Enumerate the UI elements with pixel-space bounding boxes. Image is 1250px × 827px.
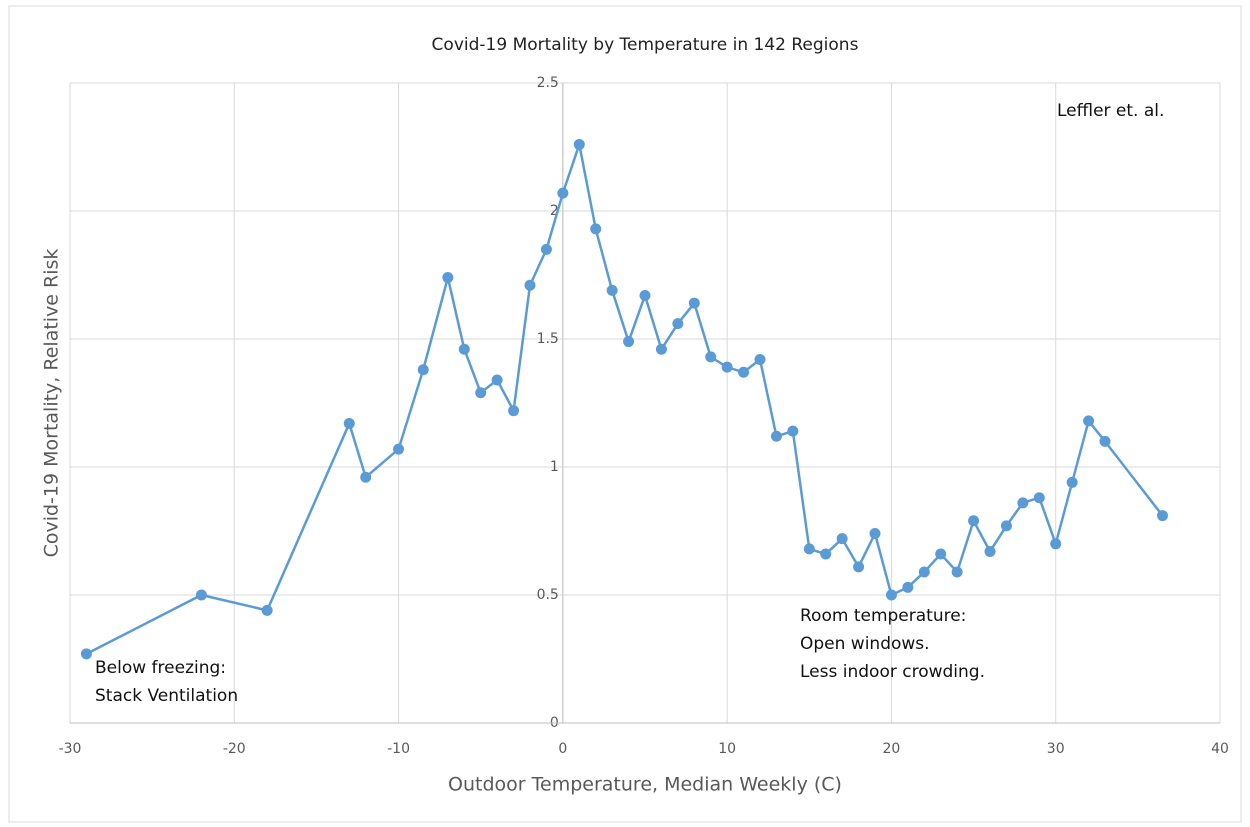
point	[688, 297, 700, 309]
point	[1050, 538, 1062, 550]
point	[508, 405, 520, 417]
point	[261, 604, 273, 616]
annotation: Below freezing:	[95, 658, 226, 678]
point	[623, 336, 635, 348]
point	[475, 387, 487, 399]
annotation: Less indoor crowding.	[800, 662, 985, 682]
point	[540, 243, 552, 255]
point	[869, 528, 881, 540]
x-tick-label: -10	[387, 741, 410, 757]
y-tick-label: 1.5	[537, 331, 559, 347]
point	[1099, 435, 1111, 447]
point	[902, 581, 914, 593]
point	[672, 318, 684, 330]
annotation: Stack Ventilation	[95, 686, 238, 706]
x-tick-label: 0	[558, 741, 567, 757]
point	[458, 343, 470, 355]
point	[80, 648, 92, 660]
x-tick-label: -30	[59, 741, 82, 757]
point	[738, 366, 750, 378]
point	[590, 223, 602, 235]
point	[885, 589, 897, 601]
x-tick-label: 40	[1211, 741, 1229, 757]
y-tick-label: 2.5	[537, 75, 559, 91]
point	[787, 425, 799, 437]
point	[417, 364, 429, 376]
point	[360, 471, 372, 483]
point	[754, 353, 766, 365]
point	[820, 548, 832, 560]
point	[721, 361, 733, 373]
point	[968, 515, 980, 527]
point	[524, 279, 536, 291]
point	[393, 443, 405, 455]
y-tick-label: 0.5	[537, 587, 559, 603]
y-tick-label: 1	[550, 459, 559, 475]
x-tick-label: 20	[883, 741, 901, 757]
point	[853, 561, 865, 573]
point	[935, 548, 947, 560]
point	[442, 272, 454, 284]
point	[606, 284, 618, 296]
x-tick-label: -20	[223, 741, 246, 757]
annotation: Open windows.	[800, 634, 930, 654]
annotation: Room temperature:	[800, 606, 966, 626]
point	[1033, 492, 1045, 504]
point	[1000, 520, 1012, 532]
point	[639, 289, 651, 301]
point	[1017, 497, 1029, 509]
x-tick-label: 30	[1047, 741, 1065, 757]
point	[491, 374, 503, 386]
annotation: Leffler et. al.	[1057, 101, 1164, 121]
point	[655, 343, 667, 355]
y-axis-label: Covid-19 Mortality, Relative Risk	[41, 249, 63, 558]
point	[803, 543, 815, 555]
chart-frame	[8, 5, 1242, 823]
point	[836, 533, 848, 545]
point	[705, 351, 717, 363]
point	[1157, 510, 1168, 522]
point	[343, 417, 355, 429]
point	[984, 545, 996, 557]
point	[195, 589, 207, 601]
point	[951, 566, 963, 578]
point	[770, 430, 782, 442]
point	[557, 187, 569, 199]
x-axis-label: Outdoor Temperature, Median Weekly (C)	[448, 774, 842, 796]
point	[1083, 415, 1095, 427]
point	[573, 138, 585, 150]
chart-title: Covid-19 Mortality by Temperature in 142…	[432, 35, 859, 55]
point	[918, 566, 930, 578]
point	[1066, 476, 1078, 488]
x-tick-label: 10	[718, 741, 736, 757]
y-tick-label: 2	[550, 203, 559, 219]
